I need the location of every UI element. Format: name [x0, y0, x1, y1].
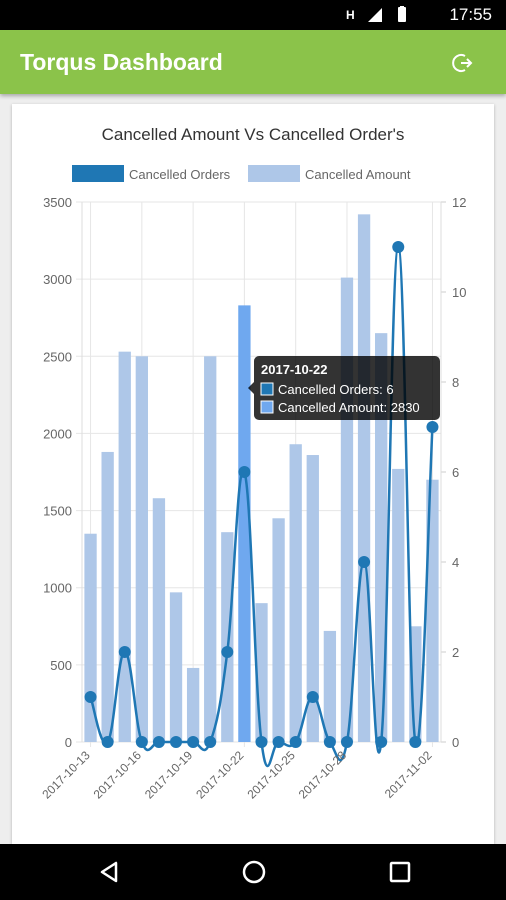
orders-point [392, 241, 405, 253]
orders-point [101, 736, 114, 748]
logout-icon[interactable] [452, 52, 474, 74]
app-bar: Torqus Dashboard [0, 30, 506, 94]
orders-point [306, 691, 319, 703]
amount-bar [340, 277, 354, 742]
battery-icon [398, 7, 406, 22]
y-right-tick-label: 10 [452, 285, 466, 300]
amount-bar [186, 667, 200, 742]
tooltip-line-orders: Cancelled Orders: 6 [278, 382, 394, 397]
tooltip-swatch-amount [260, 400, 274, 414]
y-left-tick-label: 3500 [43, 195, 72, 210]
amount-bar [289, 444, 302, 742]
status-time: 17:55 [449, 5, 492, 24]
status-icons: H [346, 6, 406, 22]
amount-bar [152, 498, 166, 742]
amount-bar [306, 455, 319, 742]
back-button[interactable] [96, 858, 124, 886]
orders-point [221, 646, 234, 658]
orders-point [152, 736, 165, 748]
amount-bar [221, 532, 234, 742]
y-right-tick-label: 6 [452, 465, 459, 480]
orders-point [135, 736, 148, 748]
orders-point [272, 736, 285, 748]
amount-bar [101, 451, 114, 742]
y-left-tick-label: 2500 [43, 349, 72, 364]
recents-button[interactable] [386, 858, 414, 886]
orders-point [118, 646, 131, 658]
y-right-tick-label: 0 [452, 735, 459, 750]
x-tick-label: 2017-10-16 [91, 748, 145, 802]
y-right-tick-label: 2 [452, 645, 459, 660]
x-tick-label: 2017-11-02 [382, 748, 435, 801]
x-tick-label: 2017-10-13 [39, 748, 93, 802]
x-tick-label: 2017-10-28 [296, 748, 350, 802]
navigation-bar [0, 844, 506, 900]
amount-bar [426, 479, 439, 742]
amount-bar [135, 356, 148, 742]
amount-bar [84, 533, 97, 742]
status-bar: H 17:55 [0, 0, 506, 30]
chart-legend: Cancelled Orders Cancelled Amount [72, 165, 411, 182]
legend-label-amount: Cancelled Amount [305, 167, 411, 182]
signal-icon [368, 8, 382, 22]
amount-bar [118, 351, 131, 742]
y-left-tick-label: 0 [65, 735, 72, 750]
orders-point [426, 421, 439, 433]
x-tick-label: 2017-10-19 [142, 748, 196, 802]
orders-point [323, 736, 336, 748]
orders-point [289, 736, 302, 748]
app-title: Torqus Dashboard [20, 49, 223, 75]
y-left-tick-label: 500 [50, 658, 72, 673]
orders-line [84, 241, 439, 768]
amount-bar [169, 592, 183, 742]
orders-point [255, 736, 268, 748]
amount-bar [392, 468, 405, 742]
legend-label-orders: Cancelled Orders [129, 167, 231, 182]
x-tick-label: 2017-10-22 [193, 748, 247, 802]
y-left-tick-label: 1000 [43, 581, 72, 596]
tooltip-swatch-orders [260, 382, 274, 396]
amount-bar [204, 356, 217, 742]
orders-point [170, 736, 183, 748]
y-right-tick-label: 4 [452, 555, 459, 570]
orders-point [84, 691, 97, 703]
chart-title: Cancelled Amount Vs Cancelled Order's [102, 125, 405, 144]
amount-bar [323, 630, 337, 742]
y-right-tick-label: 12 [452, 195, 466, 210]
amount-bar [357, 214, 371, 742]
orders-point [187, 736, 200, 748]
orders-point [375, 736, 388, 748]
legend-swatch-amount [248, 165, 300, 182]
chart: 0 500 1000 1500 2000 2500 3000 3500 0 2 4 6 8 10 12 201… [39, 125, 466, 802]
tooltip-line-amount: Cancelled Amount: 2830 [278, 400, 420, 415]
orders-point [409, 736, 422, 748]
home-button[interactable] [240, 858, 268, 886]
y-left-tick-label: 3000 [43, 272, 72, 287]
tooltip-title: 2017-10-22 [261, 362, 328, 377]
amount-bar [375, 333, 388, 742]
orders-point [340, 736, 353, 748]
amount-bar [272, 518, 285, 742]
tooltip-box [254, 356, 440, 420]
tooltip-caret [248, 382, 254, 394]
network-type-label: H [346, 8, 355, 22]
orders-point [204, 736, 217, 748]
orders-point [358, 556, 371, 568]
legend-swatch-orders [72, 165, 124, 182]
chart-tooltip: 2017-10-22 Cancelled Orders: 6 Cancelled A… [248, 356, 440, 420]
amount-bar [238, 305, 251, 742]
y-left-tick-label: 1500 [43, 504, 72, 519]
orders-point [238, 466, 251, 478]
y-left-tick-label: 2000 [43, 426, 72, 441]
y-right-tick-label: 8 [452, 375, 459, 390]
